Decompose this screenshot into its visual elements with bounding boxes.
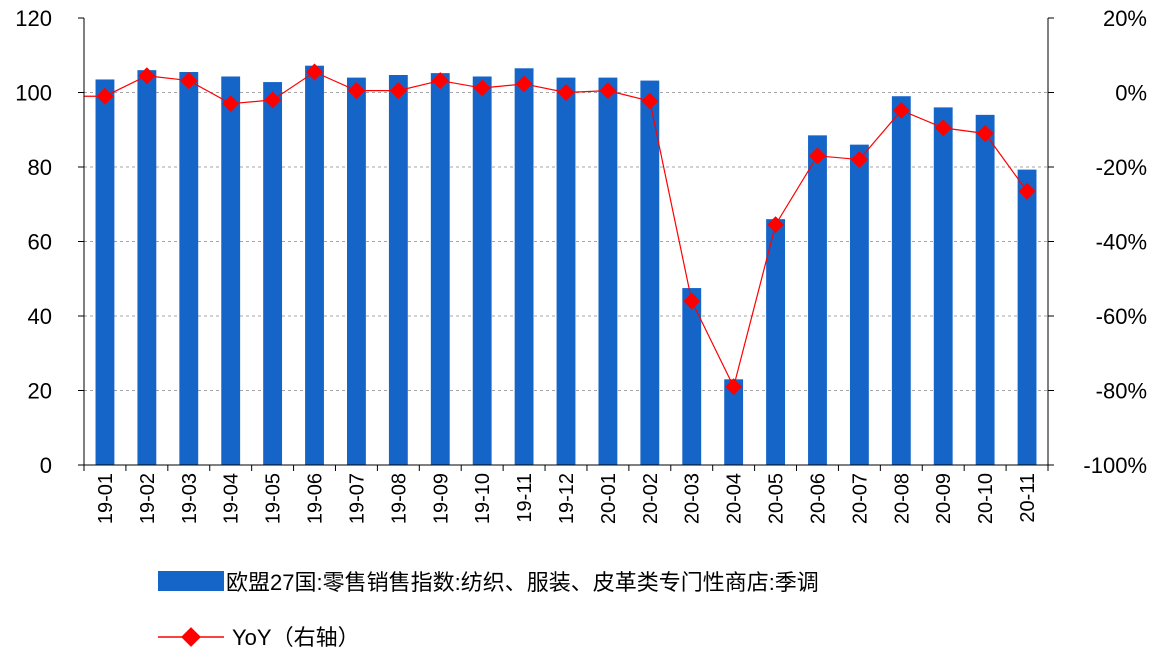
legend-bar-label: 欧盟27国:零售销售指数:纺织、服装、皮革类专门性商店:季调 [226,570,819,595]
x-tick-label: 19-08 [388,473,410,524]
yoy-marker [347,82,365,100]
yoy-marker [641,92,659,110]
bar [137,70,157,466]
yoy-marker [683,292,701,310]
yoy-marker [557,84,575,101]
right-tick-label: -80% [1096,379,1147,404]
bar [221,76,241,466]
legend-bar-swatch [158,571,224,591]
bar [388,74,408,466]
left-tick-label: 20 [28,379,52,404]
x-tick-label: 19-11 [514,473,536,523]
x-tick-label: 20-08 [891,473,913,524]
left-tick-label: 80 [28,155,52,180]
yoy-marker [96,87,114,105]
yoy-marker [473,79,491,97]
legend: 欧盟27国:零售销售指数:纺织、服装、皮革类专门性商店:季调 YoY（右轴） [158,570,819,650]
x-tick-label: 19-03 [179,473,201,524]
bar [766,219,785,465]
yoy-marker [599,82,617,100]
right-tick-label: -60% [1096,304,1147,329]
legend-line-label: YoY（右轴） [232,625,360,650]
x-tick-label: 20-05 [766,473,788,524]
x-axis-ticks: 19-01 19-02 19-03 19-04 19-05 19-06 19-07 19-08… [83,465,1049,524]
yoy-marker [306,63,324,81]
yoy-marker [389,82,407,100]
yoy-marker [934,119,952,137]
yoy-marker [515,75,533,93]
yoy-marker [180,72,198,90]
x-tick-label: 19-06 [305,473,327,524]
left-axis-ticks: 0 20 40 60 80 100 120 [15,6,84,478]
bar [598,77,618,465]
x-tick-label: 20-03 [682,473,704,524]
yoy-marker [222,95,240,113]
x-tick-label: 20-02 [640,473,662,524]
bar [430,73,450,465]
left-tick-label: 40 [28,304,52,329]
bar [933,107,953,466]
bar [724,379,744,465]
yoy-marker [725,378,743,396]
x-tick-label: 20-04 [724,473,746,524]
x-tick-label: 19-05 [263,473,285,524]
legend-marker-icon [181,627,201,647]
yoy-marker [892,101,910,119]
bar [305,65,324,466]
bar-series [95,65,1037,466]
yoy-marker [850,151,868,169]
x-tick-label: 20-01 [598,473,620,524]
right-tick-label: -40% [1096,230,1147,255]
bar [640,80,660,465]
left-tick-label: 100 [15,81,52,106]
yoy-marker [431,72,449,90]
yoy-marker [138,67,156,85]
x-tick-label: 19-09 [430,473,452,524]
x-tick-label: 19-01 [95,473,117,524]
bar [472,76,492,466]
bar [891,96,911,465]
bar [682,288,702,465]
bar [808,135,827,465]
x-tick-label: 19-04 [221,473,243,524]
right-tick-label: -20% [1096,155,1147,180]
yoy-marker [264,91,282,109]
x-tick-label: 19-12 [556,473,578,524]
left-tick-label: 0 [40,453,52,478]
yoy-marker [767,216,785,234]
bar [179,72,199,465]
bar [975,114,995,465]
x-tick-label: 20-10 [975,473,997,524]
yoy-marker [808,147,826,165]
right-tick-label: -100% [1083,453,1147,478]
x-tick-label: 20-09 [933,473,955,524]
right-axis-ticks: -100% -80% -60% -40% -20% 0% 20% [1048,6,1147,478]
left-tick-label: 120 [15,6,52,31]
x-tick-label: 19-02 [137,473,159,524]
yoy-line [84,71,1028,389]
x-tick-label: 20-07 [849,473,871,524]
bar [849,144,869,465]
bar [556,77,576,465]
right-tick-label: 20% [1103,6,1147,31]
bar [347,77,366,465]
bar [263,82,283,465]
x-tick-label: 20-11 [1017,473,1039,523]
right-tick-label: 0% [1115,81,1147,106]
bar [95,79,115,466]
bar [514,68,534,465]
yoy-line-series [84,63,1036,396]
x-tick-label: 20-06 [807,473,829,524]
x-tick-label: 19-07 [346,473,368,524]
x-tick-label: 19-10 [472,473,494,524]
left-tick-label: 60 [28,230,52,255]
bar [1017,169,1037,466]
